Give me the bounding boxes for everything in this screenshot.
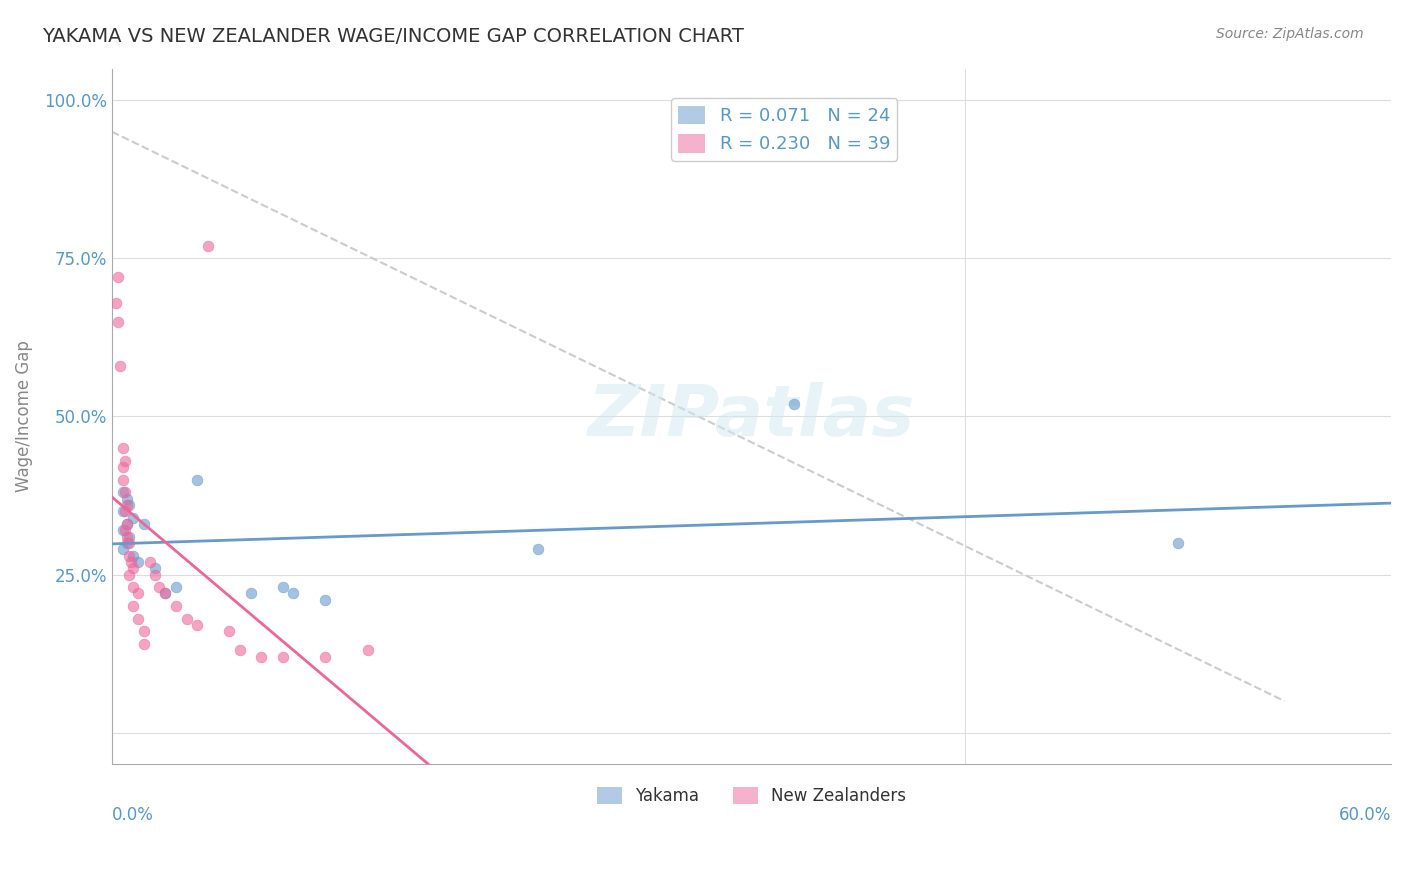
Point xyxy=(122,510,145,524)
Text: 0.0%: 0.0% xyxy=(112,806,153,824)
Point xyxy=(122,549,145,563)
Point xyxy=(186,473,208,487)
Point xyxy=(118,549,141,563)
Point xyxy=(127,612,149,626)
Point xyxy=(165,599,187,614)
Y-axis label: Wage/Income Gap: Wage/Income Gap xyxy=(15,341,32,492)
Text: Source: ZipAtlas.com: Source: ZipAtlas.com xyxy=(1216,27,1364,41)
Point xyxy=(250,649,273,664)
Point xyxy=(239,586,262,600)
Point xyxy=(314,592,336,607)
Point xyxy=(111,542,134,557)
Point xyxy=(120,555,142,569)
Point xyxy=(139,555,162,569)
Point xyxy=(155,586,177,600)
Point xyxy=(118,530,141,544)
Point xyxy=(132,624,155,639)
Point xyxy=(527,542,550,557)
Text: ZIPatlas: ZIPatlas xyxy=(588,382,915,450)
Point xyxy=(118,536,141,550)
Point xyxy=(283,586,305,600)
Point xyxy=(132,516,155,531)
Point xyxy=(122,580,145,594)
Point xyxy=(114,485,136,500)
Point xyxy=(115,498,138,512)
Point xyxy=(115,516,138,531)
Point xyxy=(186,618,208,632)
Point xyxy=(122,599,145,614)
Point xyxy=(165,580,187,594)
Point xyxy=(127,586,149,600)
Point xyxy=(122,561,145,575)
Point xyxy=(132,637,155,651)
Point xyxy=(114,453,136,467)
Point xyxy=(314,649,336,664)
Point xyxy=(115,491,138,506)
Point xyxy=(115,530,138,544)
Point xyxy=(115,516,138,531)
Point xyxy=(155,586,177,600)
Point xyxy=(111,460,134,475)
Point xyxy=(148,580,170,594)
Point xyxy=(114,504,136,518)
Point xyxy=(107,314,129,328)
Point xyxy=(271,649,294,664)
Legend: Yakama, New Zealanders: Yakama, New Zealanders xyxy=(591,780,912,812)
Point xyxy=(127,555,149,569)
Point xyxy=(110,359,132,373)
Point xyxy=(111,504,134,518)
Point xyxy=(105,295,128,310)
Text: YAKAMA VS NEW ZEALANDER WAGE/INCOME GAP CORRELATION CHART: YAKAMA VS NEW ZEALANDER WAGE/INCOME GAP … xyxy=(42,27,744,45)
Point xyxy=(271,580,294,594)
Point xyxy=(118,498,141,512)
Point xyxy=(111,473,134,487)
Point xyxy=(114,523,136,537)
Text: 60.0%: 60.0% xyxy=(1339,806,1391,824)
Point xyxy=(107,270,129,285)
Point xyxy=(783,397,806,411)
Point xyxy=(111,523,134,537)
Point xyxy=(176,612,198,626)
Point xyxy=(218,624,240,639)
Point xyxy=(115,536,138,550)
Point xyxy=(1167,536,1189,550)
Point xyxy=(111,441,134,455)
Point xyxy=(357,643,380,657)
Point xyxy=(111,485,134,500)
Point xyxy=(118,567,141,582)
Point xyxy=(143,561,166,575)
Point xyxy=(229,643,252,657)
Point xyxy=(143,567,166,582)
Point xyxy=(197,238,219,252)
